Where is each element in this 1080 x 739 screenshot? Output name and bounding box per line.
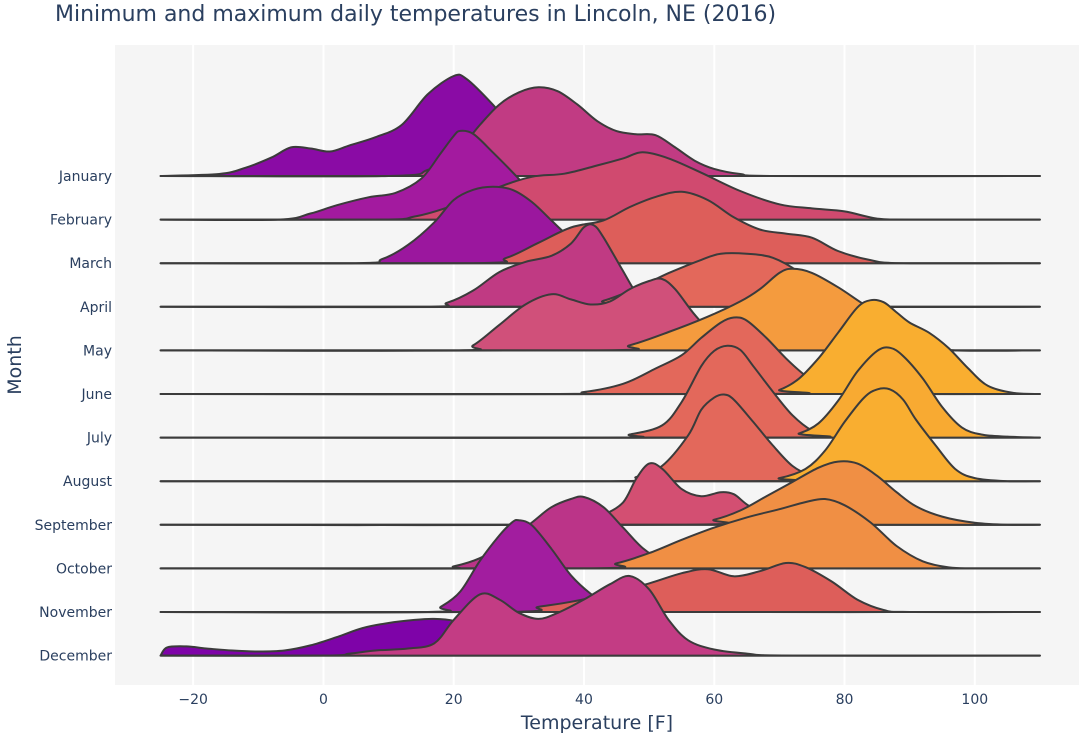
y-tick-label-january: January [58, 169, 112, 185]
y-tick-label-february: February [50, 213, 112, 229]
y-tick-label-september: September [35, 518, 113, 534]
x-tick-label: −20 [178, 692, 208, 708]
y-tick-labels: January February March April May June July Augu… [35, 169, 113, 665]
x-tick-label: 60 [705, 692, 723, 708]
ridge-group-july [159, 344, 1041, 439]
ridge-december-max [159, 574, 1041, 657]
ridge-group-february [159, 129, 1041, 222]
chart-title: Minimum and maximum daily temperatures i… [55, 2, 777, 27]
ridge-june-max [159, 298, 1041, 396]
x-tick-labels: −20 0 20 40 60 80 100 [178, 692, 988, 708]
x-tick-label: 80 [836, 692, 854, 708]
x-tick-label: 40 [575, 692, 593, 708]
x-tick-label: 20 [445, 692, 463, 708]
ridge-august-max [159, 387, 1041, 483]
y-tick-label-august: August [63, 474, 113, 490]
y-tick-label-june: June [81, 387, 113, 403]
ridge-march-max [159, 190, 1041, 265]
y-tick-label-december: December [39, 649, 112, 665]
y-tick-label-may: May [83, 343, 112, 359]
x-tick-label: 0 [319, 692, 328, 708]
y-tick-label-july: July [86, 431, 112, 447]
ridge-group-june [159, 298, 1041, 396]
y-tick-label-march: March [69, 256, 112, 272]
x-axis-title: Temperature [F] [520, 712, 674, 734]
ridge-group-october [159, 495, 1041, 570]
ridge-february-max [159, 151, 1041, 221]
y-tick-label-november: November [39, 605, 112, 621]
y-tick-label-october: October [56, 561, 112, 577]
ridge-november-max [159, 561, 1041, 614]
y-axis-title: Month [4, 335, 26, 395]
ridges [159, 73, 1041, 657]
ridge-october-max [159, 497, 1041, 570]
y-tick-label-april: April [80, 300, 112, 316]
ridge-group-december [159, 574, 1041, 657]
ridge-july-max [159, 346, 1041, 439]
x-tick-label: 100 [961, 692, 988, 708]
